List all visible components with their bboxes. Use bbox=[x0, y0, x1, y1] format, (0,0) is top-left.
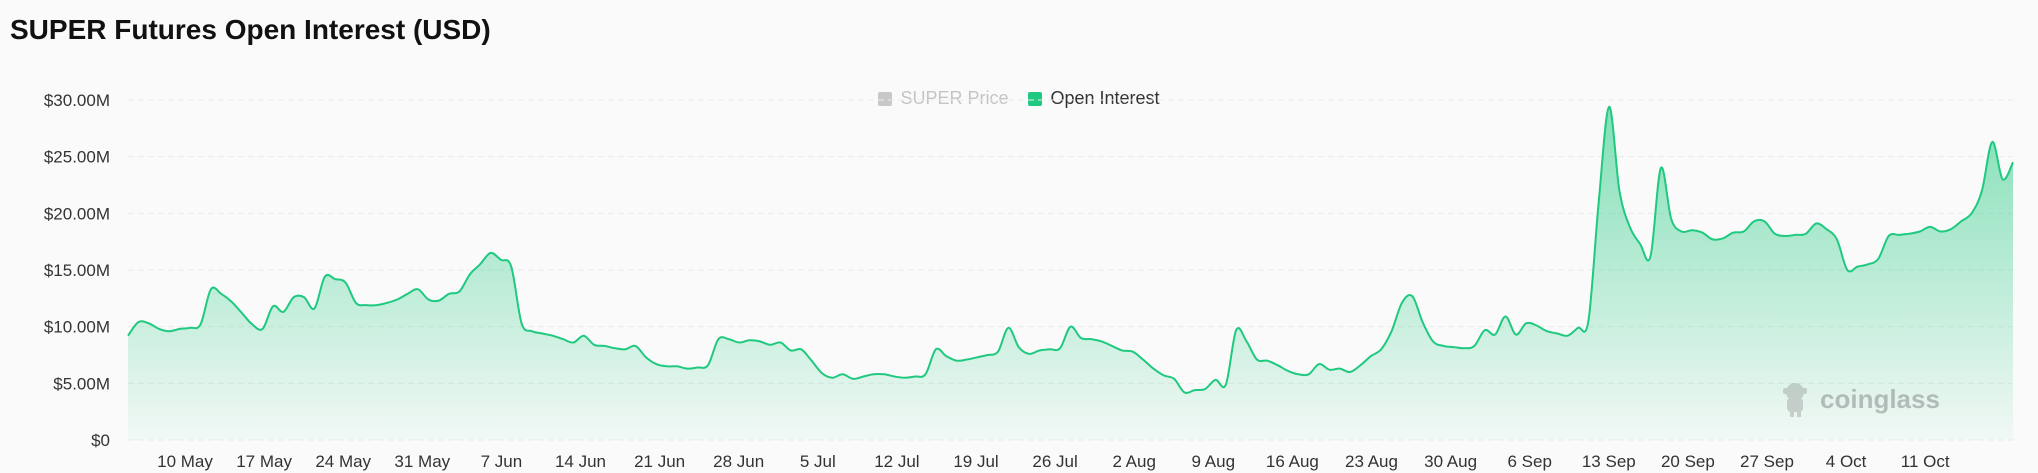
x-tick-label: 12 Jul bbox=[874, 452, 919, 471]
y-tick-label: $15.00M bbox=[44, 261, 110, 280]
x-tick-label: 11 Oct bbox=[1901, 452, 1950, 471]
y-tick-label: $10.00M bbox=[44, 318, 110, 337]
x-tick-label: 19 Jul bbox=[953, 452, 998, 471]
x-tick-label: 24 May bbox=[315, 452, 371, 471]
x-tick-label: 26 Jul bbox=[1032, 452, 1077, 471]
x-tick-label: 10 May bbox=[157, 452, 213, 471]
chart-legend: SUPER Price Open Interest bbox=[0, 88, 2038, 109]
x-tick-label: 17 May bbox=[236, 452, 292, 471]
x-tick-label: 27 Sep bbox=[1740, 452, 1794, 471]
x-tick-label: 5 Jul bbox=[800, 452, 836, 471]
x-tick-label: 7 Jun bbox=[481, 452, 523, 471]
x-tick-label: 21 Jun bbox=[634, 452, 685, 471]
y-tick-label: $5.00M bbox=[53, 374, 110, 393]
x-tick-label: 23 Aug bbox=[1345, 452, 1398, 471]
y-tick-label: $0 bbox=[91, 431, 110, 450]
watermark-text: coinglass bbox=[1820, 383, 1940, 414]
legend-item-super-price[interactable]: SUPER Price bbox=[878, 88, 1008, 109]
x-tick-label: 31 May bbox=[394, 452, 450, 471]
legend-swatch-super-price bbox=[878, 91, 893, 106]
x-tick-label: 14 Jun bbox=[555, 452, 606, 471]
legend-swatch-open-interest bbox=[1028, 91, 1043, 106]
x-axis: 10 May 17 May 24 May 31 May 7 Jun 14 Jun 21 Ju… bbox=[157, 452, 1950, 471]
x-tick-label: 6 Sep bbox=[1507, 452, 1551, 471]
x-tick-label: 20 Sep bbox=[1661, 452, 1715, 471]
x-tick-label: 9 Aug bbox=[1192, 452, 1236, 471]
y-tick-label: $30.00M bbox=[44, 91, 110, 110]
x-tick-label: 13 Sep bbox=[1582, 452, 1636, 471]
x-tick-label: 4 Oct bbox=[1826, 452, 1867, 471]
legend-label-super-price: SUPER Price bbox=[900, 88, 1009, 108]
open-interest-line[interactable] bbox=[127, 105, 2014, 394]
open-interest-area bbox=[128, 106, 2013, 440]
x-tick-label: 16 Aug bbox=[1266, 452, 1319, 471]
legend-item-open-interest[interactable]: Open Interest bbox=[1028, 88, 1160, 109]
coinglass-logo-icon bbox=[1783, 383, 1807, 417]
y-tick-label: $25.00M bbox=[44, 148, 110, 167]
y-axis: $0 $5.00M $10.00M $15.00M $20.00M $25.00M $30.… bbox=[44, 91, 110, 450]
chart-title: SUPER Futures Open Interest (USD) bbox=[10, 14, 491, 45]
x-tick-label: 2 Aug bbox=[1112, 452, 1156, 471]
y-tick-label: $20.00M bbox=[44, 204, 110, 223]
legend-label-open-interest: Open Interest bbox=[1050, 88, 1160, 108]
watermark: coinglass bbox=[1778, 380, 1940, 418]
x-tick-label: 28 Jun bbox=[713, 452, 764, 471]
x-tick-label: 30 Aug bbox=[1424, 452, 1477, 471]
series-layer bbox=[127, 105, 2014, 440]
